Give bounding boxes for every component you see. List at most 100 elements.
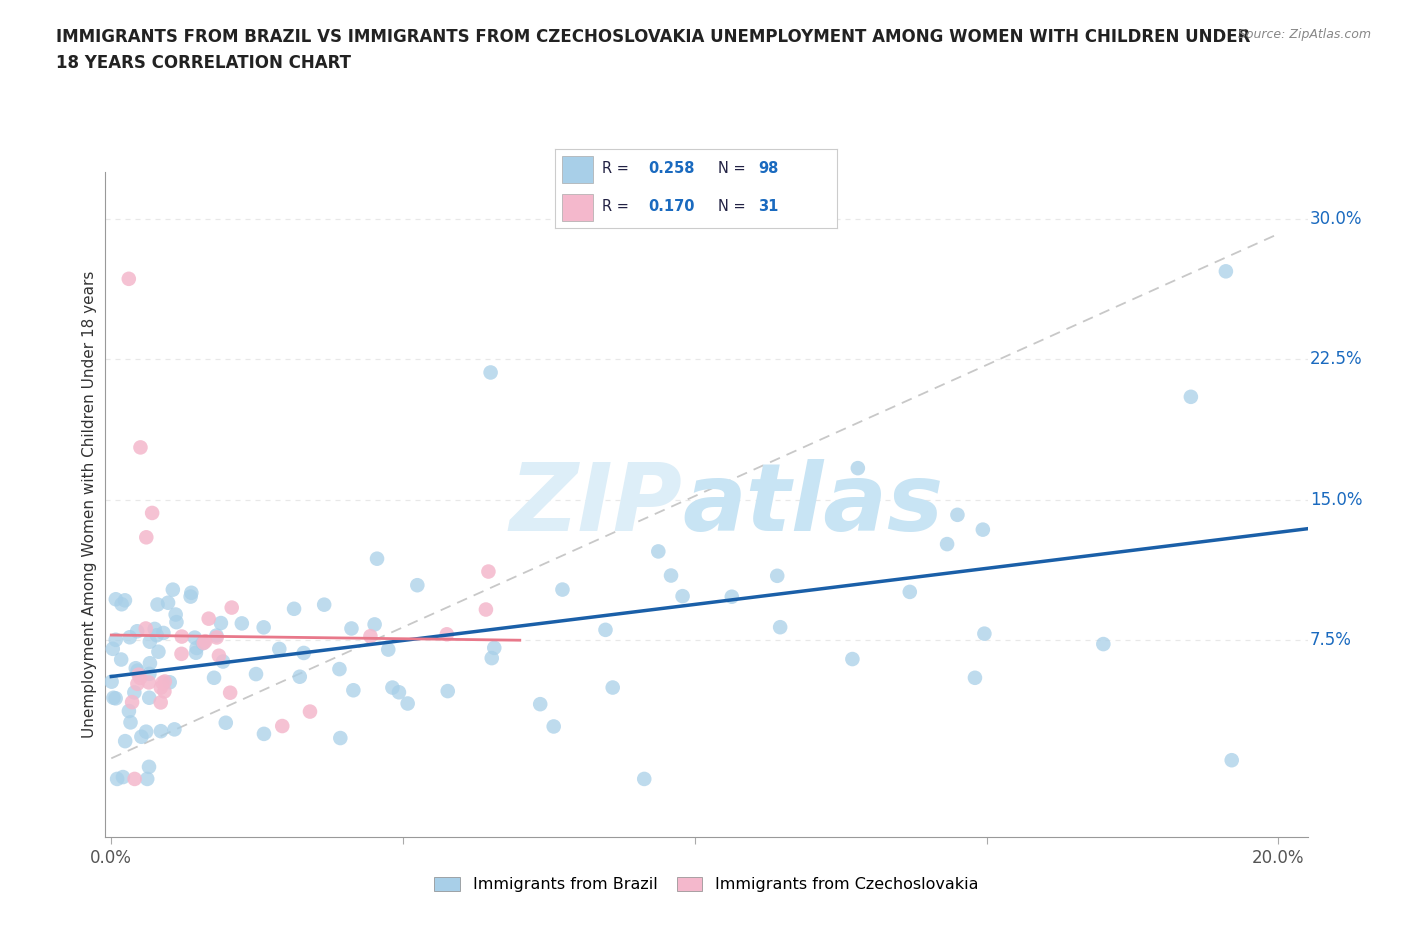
Point [110, 652, 132, 667]
Point [131, 729, 153, 744]
Point [359, 629, 381, 644]
Point [180, 585, 202, 600]
Text: 0.170: 0.170 [648, 199, 695, 215]
Point [129, 671, 152, 685]
Point [165, 607, 187, 622]
Point [342, 683, 364, 698]
Point [720, 590, 742, 604]
Point [292, 645, 315, 660]
Point [212, 654, 235, 669]
Point [104, 632, 127, 647]
Point [898, 584, 921, 599]
Point [121, 695, 143, 710]
Point [1180, 390, 1202, 405]
Text: 7.5%: 7.5% [1310, 631, 1351, 649]
Point [103, 690, 125, 705]
Point [936, 537, 959, 551]
Point [671, 589, 693, 604]
Point [245, 667, 267, 682]
Text: R =: R = [602, 199, 633, 215]
Point [406, 578, 429, 592]
Point [153, 674, 176, 689]
FancyBboxPatch shape [562, 193, 593, 220]
Point [184, 645, 207, 660]
Point [209, 616, 232, 631]
Point [946, 508, 969, 523]
Point [1092, 637, 1115, 652]
Point [152, 626, 174, 641]
Point [114, 734, 136, 749]
Point [381, 680, 404, 695]
Text: IMMIGRANTS FROM BRAZIL VS IMMIGRANTS FROM CZECHOSLOVAKIA UNEMPLOYMENT AMONG WOME: IMMIGRANTS FROM BRAZIL VS IMMIGRANTS FRO… [56, 28, 1250, 46]
Point [543, 719, 565, 734]
Point [180, 590, 202, 604]
Point [127, 624, 149, 639]
Point [377, 642, 399, 657]
Point [104, 591, 127, 606]
Point [221, 600, 243, 615]
Point [124, 685, 146, 700]
Point [1215, 264, 1237, 279]
Point [135, 724, 157, 739]
Point [191, 636, 214, 651]
Point [219, 685, 242, 700]
Point [138, 690, 160, 705]
Point [769, 619, 792, 634]
Point [129, 440, 152, 455]
Text: 98: 98 [758, 162, 778, 177]
Point [162, 582, 184, 597]
Point [205, 628, 228, 643]
Text: N =: N = [718, 162, 751, 177]
Point [659, 568, 682, 583]
Point [529, 697, 551, 711]
Point [118, 272, 141, 286]
Point [111, 597, 134, 612]
Point [328, 661, 350, 676]
Point [253, 726, 276, 741]
Point [602, 680, 624, 695]
Point [298, 704, 321, 719]
Point [152, 675, 174, 690]
Text: 31: 31 [758, 199, 778, 215]
Point [138, 667, 160, 682]
Point [186, 641, 208, 656]
Point [153, 684, 176, 698]
Text: 30.0%: 30.0% [1310, 210, 1362, 228]
Point [633, 772, 655, 787]
Point [135, 621, 157, 636]
Point [141, 506, 163, 521]
Point [127, 663, 149, 678]
Point [145, 628, 167, 643]
Text: 18 YEARS CORRELATION CHART: 18 YEARS CORRELATION CHART [56, 54, 352, 72]
Text: Source: ZipAtlas.com: Source: ZipAtlas.com [1237, 28, 1371, 41]
Point [363, 617, 385, 631]
Text: ZIP: ZIP [509, 458, 682, 551]
Point [194, 633, 217, 648]
Point [125, 661, 148, 676]
Point [118, 630, 141, 644]
Point [128, 667, 150, 682]
Point [120, 715, 142, 730]
Point [183, 631, 205, 645]
Point [138, 675, 160, 690]
Point [138, 760, 160, 775]
Text: N =: N = [718, 199, 751, 215]
Point [135, 530, 157, 545]
Point [124, 772, 146, 787]
Point [436, 684, 458, 698]
Point [231, 616, 253, 631]
Point [963, 671, 986, 685]
Point [149, 724, 172, 738]
Point [475, 602, 498, 617]
Point [197, 611, 219, 626]
Point [146, 597, 169, 612]
Point [139, 634, 162, 649]
Point [481, 651, 503, 666]
Point [283, 602, 305, 617]
Point [595, 622, 617, 637]
Text: 15.0%: 15.0% [1310, 491, 1362, 509]
Point [340, 621, 363, 636]
Point [148, 644, 170, 659]
Point [253, 620, 276, 635]
Text: atlas: atlas [682, 458, 943, 551]
